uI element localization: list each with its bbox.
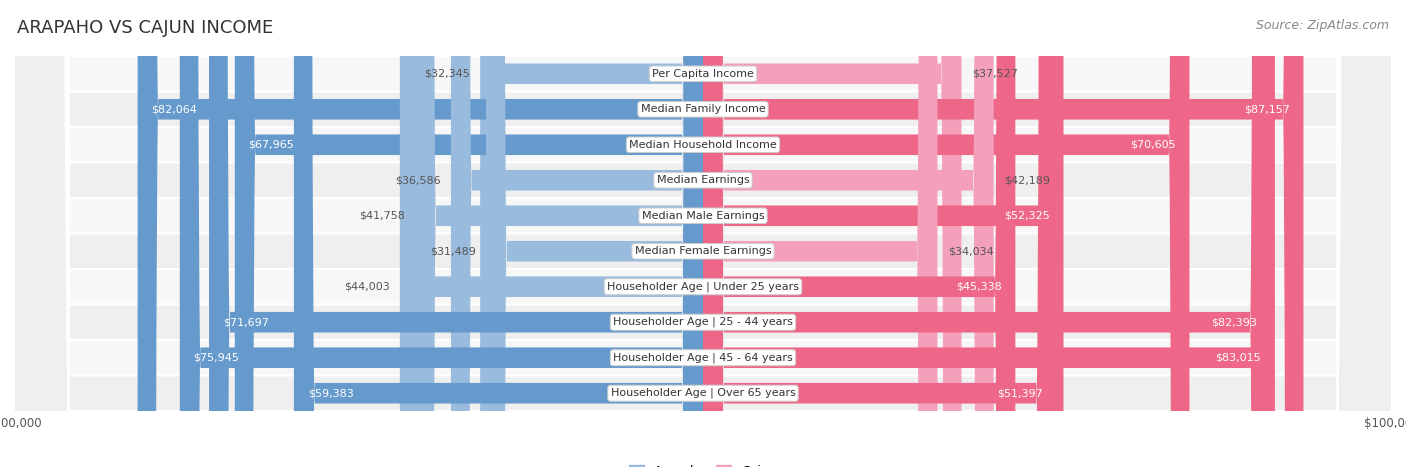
FancyBboxPatch shape bbox=[703, 0, 1189, 467]
FancyBboxPatch shape bbox=[703, 0, 938, 467]
FancyBboxPatch shape bbox=[294, 0, 703, 467]
Text: $31,489: $31,489 bbox=[430, 246, 475, 256]
FancyBboxPatch shape bbox=[14, 0, 1392, 467]
Legend: Arapaho, Cajun: Arapaho, Cajun bbox=[624, 460, 782, 467]
FancyBboxPatch shape bbox=[14, 0, 1392, 467]
Text: $32,345: $32,345 bbox=[425, 69, 470, 79]
FancyBboxPatch shape bbox=[451, 0, 703, 467]
Text: Householder Age | Under 25 years: Householder Age | Under 25 years bbox=[607, 282, 799, 292]
FancyBboxPatch shape bbox=[703, 0, 994, 467]
Text: Source: ZipAtlas.com: Source: ZipAtlas.com bbox=[1256, 19, 1389, 32]
Text: Median Household Income: Median Household Income bbox=[628, 140, 778, 150]
Text: $71,697: $71,697 bbox=[222, 317, 269, 327]
Text: Householder Age | 25 - 44 years: Householder Age | 25 - 44 years bbox=[613, 317, 793, 327]
FancyBboxPatch shape bbox=[703, 0, 1275, 467]
FancyBboxPatch shape bbox=[703, 0, 1303, 467]
Text: Householder Age | 45 - 64 years: Householder Age | 45 - 64 years bbox=[613, 353, 793, 363]
Text: $75,945: $75,945 bbox=[194, 353, 239, 363]
Text: $59,383: $59,383 bbox=[308, 388, 353, 398]
Text: $37,527: $37,527 bbox=[972, 69, 1018, 79]
FancyBboxPatch shape bbox=[14, 0, 1392, 467]
Text: Median Male Earnings: Median Male Earnings bbox=[641, 211, 765, 221]
FancyBboxPatch shape bbox=[481, 0, 703, 467]
FancyBboxPatch shape bbox=[703, 0, 1057, 467]
FancyBboxPatch shape bbox=[399, 0, 703, 467]
FancyBboxPatch shape bbox=[486, 0, 703, 467]
Text: Householder Age | Over 65 years: Householder Age | Over 65 years bbox=[610, 388, 796, 398]
Text: Median Earnings: Median Earnings bbox=[657, 175, 749, 185]
FancyBboxPatch shape bbox=[703, 0, 962, 467]
Text: $51,397: $51,397 bbox=[998, 388, 1043, 398]
FancyBboxPatch shape bbox=[703, 0, 1015, 467]
Text: $36,586: $36,586 bbox=[395, 175, 440, 185]
FancyBboxPatch shape bbox=[180, 0, 703, 467]
FancyBboxPatch shape bbox=[14, 0, 1392, 467]
Text: Per Capita Income: Per Capita Income bbox=[652, 69, 754, 79]
Text: $41,758: $41,758 bbox=[359, 211, 405, 221]
FancyBboxPatch shape bbox=[14, 0, 1392, 467]
FancyBboxPatch shape bbox=[703, 0, 1271, 467]
FancyBboxPatch shape bbox=[703, 0, 1063, 467]
Text: Median Family Income: Median Family Income bbox=[641, 104, 765, 114]
Text: $82,064: $82,064 bbox=[152, 104, 197, 114]
FancyBboxPatch shape bbox=[415, 0, 703, 467]
Text: $67,965: $67,965 bbox=[249, 140, 294, 150]
FancyBboxPatch shape bbox=[14, 0, 1392, 467]
FancyBboxPatch shape bbox=[14, 0, 1392, 467]
FancyBboxPatch shape bbox=[235, 0, 703, 467]
Text: $83,015: $83,015 bbox=[1216, 353, 1261, 363]
Text: $52,325: $52,325 bbox=[1004, 211, 1050, 221]
FancyBboxPatch shape bbox=[138, 0, 703, 467]
Text: $42,189: $42,189 bbox=[1004, 175, 1050, 185]
FancyBboxPatch shape bbox=[14, 0, 1392, 467]
Text: ARAPAHO VS CAJUN INCOME: ARAPAHO VS CAJUN INCOME bbox=[17, 19, 273, 37]
Text: $82,393: $82,393 bbox=[1211, 317, 1257, 327]
Text: Median Female Earnings: Median Female Earnings bbox=[634, 246, 772, 256]
FancyBboxPatch shape bbox=[209, 0, 703, 467]
Text: $44,003: $44,003 bbox=[343, 282, 389, 292]
Text: $45,338: $45,338 bbox=[956, 282, 1001, 292]
FancyBboxPatch shape bbox=[14, 0, 1392, 467]
FancyBboxPatch shape bbox=[14, 0, 1392, 467]
Text: $70,605: $70,605 bbox=[1130, 140, 1175, 150]
Text: $87,157: $87,157 bbox=[1244, 104, 1289, 114]
Text: $34,034: $34,034 bbox=[948, 246, 994, 256]
